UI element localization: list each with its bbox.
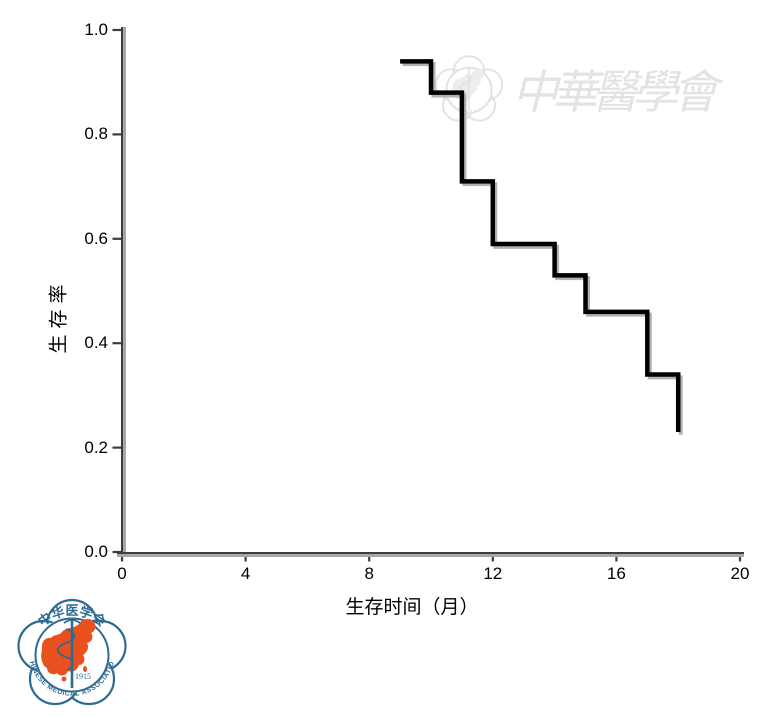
- survival-curve: [400, 59, 681, 432]
- hainan-shape: [61, 676, 67, 682]
- y-tick-label: 0.6: [84, 228, 108, 248]
- cma-logo: 中华医学会 1915 CHINESE MEDICAL ASSOCIATION: [16, 598, 127, 706]
- china-map-shape: [41, 618, 96, 676]
- y-tick-label: 0.2: [84, 437, 108, 457]
- y-tick-label: 1.0: [84, 20, 108, 39]
- y-tick-label: 0.8: [84, 124, 108, 144]
- axes: [117, 27, 744, 557]
- x-axis-title: 生存时间（月）: [345, 597, 479, 618]
- y-tick-label: 0.0: [84, 542, 108, 561]
- x-tick-label: 4: [240, 564, 251, 583]
- x-tick-label: 0: [117, 564, 127, 583]
- x-tick-label: 8: [364, 564, 374, 583]
- watermark-text: 中華醫學會: [512, 65, 718, 119]
- taiwan-shape: [83, 666, 87, 672]
- tick-marks: [112, 28, 742, 562]
- x-tick-label: 16: [606, 564, 626, 583]
- logo-year: 1915: [75, 672, 91, 681]
- cma-watermark-seal-icon: [434, 55, 504, 122]
- y-axis-title: 生存率: [48, 278, 70, 354]
- survival-curve-group: [400, 59, 683, 435]
- asclepius-staff-icon: [56, 618, 81, 688]
- x-tick-label: 12: [483, 564, 503, 583]
- survival-curve-shadow: [402, 62, 683, 435]
- x-tick-label: 20: [730, 564, 750, 583]
- y-tick-label: 0.4: [84, 333, 108, 353]
